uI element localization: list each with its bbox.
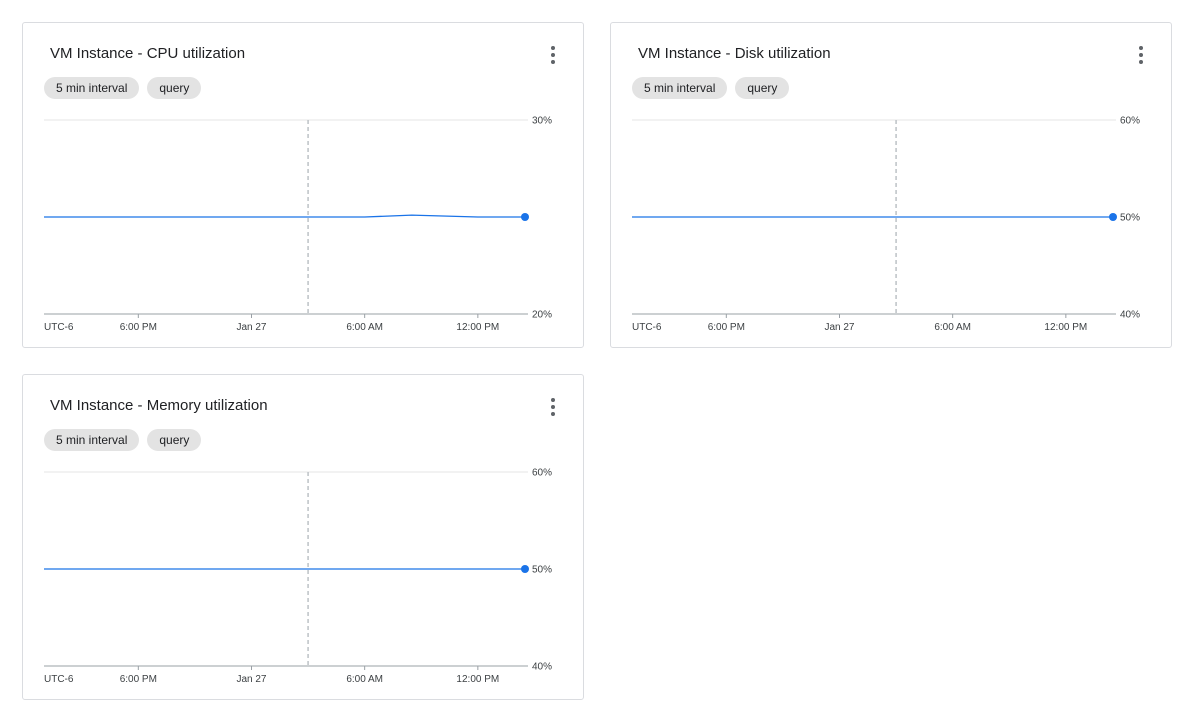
cpu-utilization-chart[interactable]: 30% 20% UTC-6 6:00 PM Jan 27 6:00 AM 12:00 PM — [23, 23, 583, 343]
cpu-utilization-card: VM Instance - CPU utilization 5 min inte… — [22, 22, 584, 348]
y-tick-label: 60% — [1120, 116, 1140, 127]
x-tick-label: 12:00 PM — [456, 322, 499, 333]
disk-utilization-card: VM Instance - Disk utilization 5 min int… — [610, 22, 1172, 348]
x-tick-label: 12:00 PM — [456, 674, 499, 685]
chip-group: 5 min interval query — [632, 77, 790, 99]
x-tick-label: 6:00 PM — [120, 322, 157, 333]
more-options-button[interactable] — [1129, 43, 1153, 67]
disk-utilization-chart[interactable]: 60% 50% 40% UTC-6 6:00 PM Jan 27 6:00 AM 12:00 … — [611, 23, 1171, 343]
x-tick-label: 6:00 AM — [346, 674, 383, 685]
y-tick-label: 60% — [532, 468, 552, 479]
y-tick-label: 40% — [1120, 310, 1140, 321]
y-tick-label: 50% — [1120, 213, 1140, 224]
card-title: VM Instance - Memory utilization — [50, 397, 268, 414]
interval-chip[interactable]: 5 min interval — [632, 77, 728, 99]
query-chip[interactable]: query — [735, 77, 790, 99]
x-tick-label: UTC-6 — [632, 322, 662, 333]
x-tick-label: Jan 27 — [236, 674, 266, 685]
series-end-point — [1109, 213, 1117, 221]
memory-utilization-chart[interactable]: 60% 50% 40% UTC-6 6:00 PM Jan 27 6:00 AM 12:00 … — [23, 375, 583, 695]
y-tick-label: 20% — [532, 310, 552, 321]
card-title: VM Instance - Disk utilization — [638, 45, 831, 62]
memory-utilization-card: VM Instance - Memory utilization 5 min i… — [22, 374, 584, 700]
chip-group: 5 min interval query — [44, 77, 202, 99]
x-tick-label: 6:00 PM — [120, 674, 157, 685]
y-tick-label: 50% — [532, 565, 552, 576]
series-line — [44, 214, 525, 218]
more-vert-icon — [1139, 46, 1143, 64]
interval-chip[interactable]: 5 min interval — [44, 429, 140, 451]
x-tick-label: Jan 27 — [824, 322, 854, 333]
series-end-point — [521, 565, 529, 573]
x-tick-label: 12:00 PM — [1044, 322, 1087, 333]
card-title: VM Instance - CPU utilization — [50, 45, 246, 62]
query-chip[interactable]: query — [147, 429, 202, 451]
more-vert-icon — [551, 398, 555, 416]
more-options-button[interactable] — [541, 43, 565, 67]
query-chip[interactable]: query — [147, 77, 202, 99]
x-tick-label: UTC-6 — [44, 674, 74, 685]
x-tick-label: 6:00 PM — [708, 322, 745, 333]
x-tick-label: 6:00 AM — [346, 322, 383, 333]
more-options-button[interactable] — [541, 395, 565, 419]
series-end-point — [521, 213, 529, 221]
chip-group: 5 min interval query — [44, 429, 202, 451]
x-tick-label: 6:00 AM — [934, 322, 971, 333]
y-tick-label: 30% — [532, 116, 552, 127]
y-tick-label: 40% — [532, 662, 552, 673]
x-tick-label: UTC-6 — [44, 322, 74, 333]
interval-chip[interactable]: 5 min interval — [44, 77, 140, 99]
more-vert-icon — [551, 46, 555, 64]
x-tick-label: Jan 27 — [236, 322, 266, 333]
